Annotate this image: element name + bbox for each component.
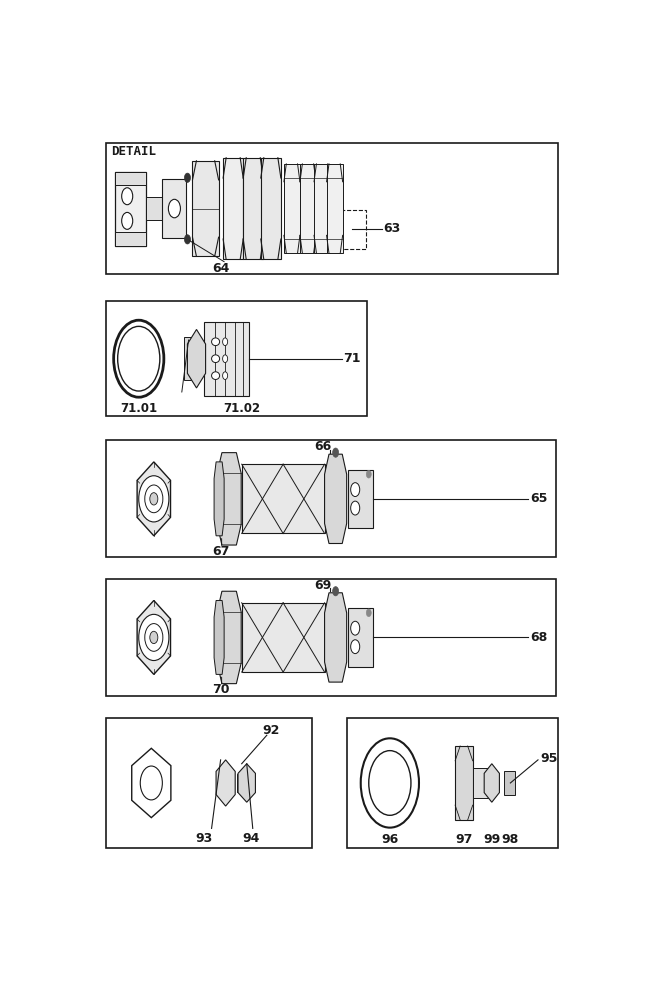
Text: 69: 69: [314, 579, 331, 592]
Polygon shape: [137, 462, 170, 536]
Circle shape: [145, 624, 163, 651]
Polygon shape: [325, 454, 347, 544]
Polygon shape: [214, 600, 224, 674]
Bar: [223, 158, 243, 259]
Circle shape: [369, 751, 411, 815]
Ellipse shape: [211, 372, 220, 379]
Bar: [473, 768, 492, 798]
Text: 68: 68: [531, 631, 548, 644]
Text: 99: 99: [483, 833, 500, 846]
Text: 70: 70: [213, 683, 230, 696]
Bar: [106, 718, 312, 848]
Circle shape: [140, 766, 163, 800]
Text: 98: 98: [502, 833, 518, 846]
Polygon shape: [217, 591, 241, 684]
Ellipse shape: [211, 338, 220, 346]
Circle shape: [223, 355, 227, 363]
Polygon shape: [484, 764, 500, 802]
Text: 92: 92: [263, 724, 280, 737]
Circle shape: [351, 483, 360, 497]
Circle shape: [113, 320, 164, 397]
Polygon shape: [217, 453, 241, 545]
Bar: [237, 774, 242, 792]
Text: 93: 93: [196, 832, 213, 845]
Circle shape: [366, 470, 371, 478]
Bar: [242, 603, 325, 672]
Bar: [106, 301, 367, 416]
Bar: [115, 172, 146, 246]
Circle shape: [223, 372, 227, 379]
Bar: [106, 579, 555, 696]
Bar: [300, 164, 316, 253]
Text: 66: 66: [314, 440, 331, 453]
Bar: [314, 164, 330, 253]
Bar: [146, 197, 163, 220]
Bar: [184, 337, 192, 380]
Polygon shape: [137, 600, 170, 674]
Circle shape: [168, 199, 180, 218]
Circle shape: [223, 338, 227, 346]
Circle shape: [150, 493, 158, 505]
Bar: [332, 210, 366, 249]
Polygon shape: [132, 748, 171, 818]
Bar: [106, 143, 558, 274]
Bar: [455, 746, 472, 820]
Bar: [163, 179, 187, 238]
Circle shape: [351, 640, 360, 654]
Circle shape: [332, 587, 339, 596]
Circle shape: [185, 235, 191, 244]
Bar: [204, 322, 249, 396]
Circle shape: [185, 173, 191, 182]
Polygon shape: [216, 760, 235, 806]
Ellipse shape: [211, 355, 220, 363]
Bar: [327, 164, 343, 253]
Text: 94: 94: [242, 832, 259, 845]
Circle shape: [122, 188, 133, 205]
Circle shape: [150, 631, 158, 644]
Text: 63: 63: [384, 222, 400, 235]
Circle shape: [366, 609, 371, 617]
Bar: [260, 158, 281, 259]
Bar: [348, 608, 373, 667]
Bar: [192, 161, 218, 256]
Bar: [348, 470, 373, 528]
Bar: [243, 158, 263, 259]
Text: 71.01: 71.01: [120, 402, 157, 415]
Text: 64: 64: [212, 262, 229, 275]
Polygon shape: [187, 329, 205, 388]
Circle shape: [332, 448, 339, 457]
Bar: [284, 164, 300, 253]
Text: 67: 67: [213, 545, 230, 558]
Text: 65: 65: [531, 492, 548, 505]
Bar: [242, 464, 325, 533]
Polygon shape: [325, 593, 347, 682]
Text: 71: 71: [343, 352, 361, 365]
Bar: [347, 718, 558, 848]
Circle shape: [351, 621, 360, 635]
Text: 97: 97: [456, 833, 473, 846]
Bar: [106, 440, 555, 557]
Circle shape: [139, 614, 169, 661]
Text: 96: 96: [381, 833, 399, 846]
Polygon shape: [238, 764, 255, 802]
Circle shape: [351, 501, 360, 515]
Circle shape: [139, 476, 169, 522]
Circle shape: [122, 212, 133, 229]
Bar: [115, 232, 146, 246]
Circle shape: [118, 326, 160, 391]
Text: 95: 95: [540, 752, 558, 765]
Text: 71.02: 71.02: [223, 402, 260, 415]
Polygon shape: [214, 462, 224, 536]
Bar: [115, 172, 146, 185]
Circle shape: [145, 485, 163, 513]
Circle shape: [361, 738, 419, 828]
Text: DETAIL: DETAIL: [111, 145, 156, 158]
Bar: [504, 771, 515, 795]
